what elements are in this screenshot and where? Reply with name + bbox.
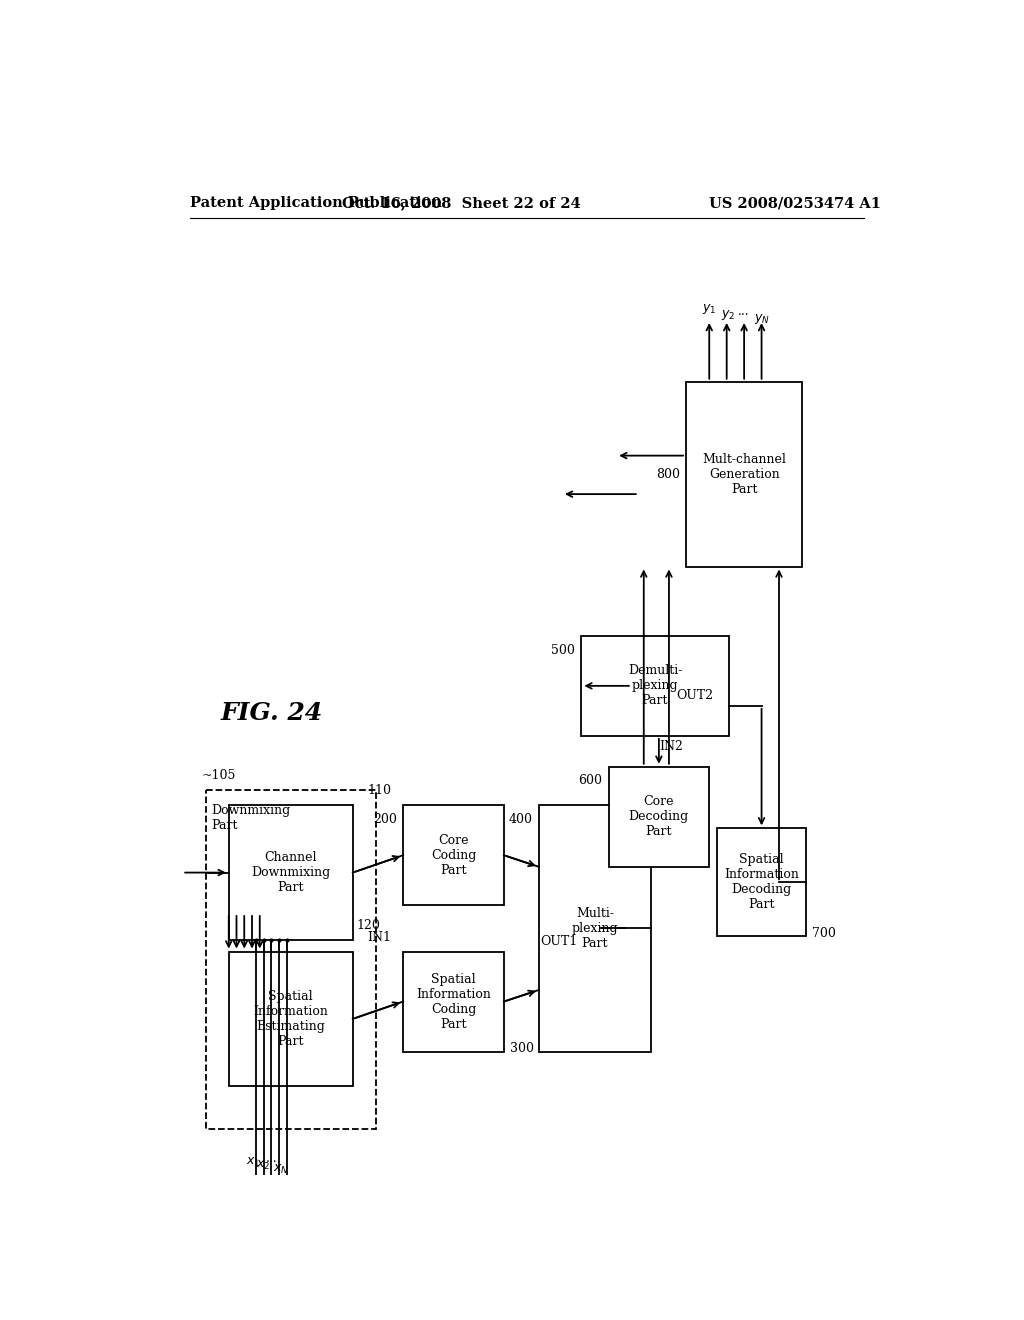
Text: Multi-
plexing
Part: Multi- plexing Part [571,907,618,950]
Text: IN1: IN1 [368,931,391,944]
Text: 120: 120 [356,919,380,932]
Text: Demulti-
plexing
Part: Demulti- plexing Part [628,664,682,708]
Bar [403,952,504,1052]
Text: ~105: ~105 [202,770,236,781]
Text: 110: 110 [368,784,391,797]
Bar [228,805,352,940]
Text: 800: 800 [655,467,680,480]
Bar [717,829,806,936]
Bar [539,805,651,1052]
Text: 600: 600 [579,775,602,788]
Bar [686,381,802,566]
Bar [582,636,729,737]
Text: Spatial
Information
Decoding
Part: Spatial Information Decoding Part [724,853,799,911]
Text: ...: ... [266,1151,278,1164]
Text: OUT1: OUT1 [541,935,578,948]
Text: 200: 200 [373,813,397,826]
Text: $y_N$: $y_N$ [754,313,770,326]
Text: Patent Application Publication: Patent Application Publication [190,197,442,210]
Text: FIG. 24: FIG. 24 [220,701,323,725]
Text: $x_1$: $x_1$ [247,1155,261,1168]
Text: Channel
Downmixing
Part: Channel Downmixing Part [251,851,331,894]
Text: Core
Coding
Part: Core Coding Part [431,834,476,876]
Text: Mult-channel
Generation
Part: Mult-channel Generation Part [702,453,786,495]
Bar [228,952,352,1086]
Text: US 2008/0253474 A1: US 2008/0253474 A1 [710,197,882,210]
Text: Oct. 16, 2008  Sheet 22 of 24: Oct. 16, 2008 Sheet 22 of 24 [342,197,581,210]
Text: 500: 500 [551,644,575,656]
Bar [608,767,710,867]
Text: 300: 300 [510,1043,535,1056]
Text: IN2: IN2 [658,739,683,752]
Text: Core
Decoding
Part: Core Decoding Part [629,795,689,838]
Text: Spatial
Information
Estimating
Part: Spatial Information Estimating Part [253,990,328,1048]
Text: OUT2: OUT2 [676,689,713,702]
Bar [403,805,504,906]
Text: $x_N$: $x_N$ [273,1163,290,1176]
Text: $x_2$: $x_2$ [256,1159,270,1172]
Text: $y_2$: $y_2$ [721,308,735,322]
Text: $y_1$: $y_1$ [702,302,717,317]
Bar [206,789,376,1129]
Text: 700: 700 [812,927,837,940]
Text: Spatial
Information
Coding
Part: Spatial Information Coding Part [416,973,490,1031]
Text: Downmixing
Part: Downmixing Part [212,804,291,832]
Text: ...: ... [738,305,750,318]
Text: 400: 400 [509,813,532,826]
